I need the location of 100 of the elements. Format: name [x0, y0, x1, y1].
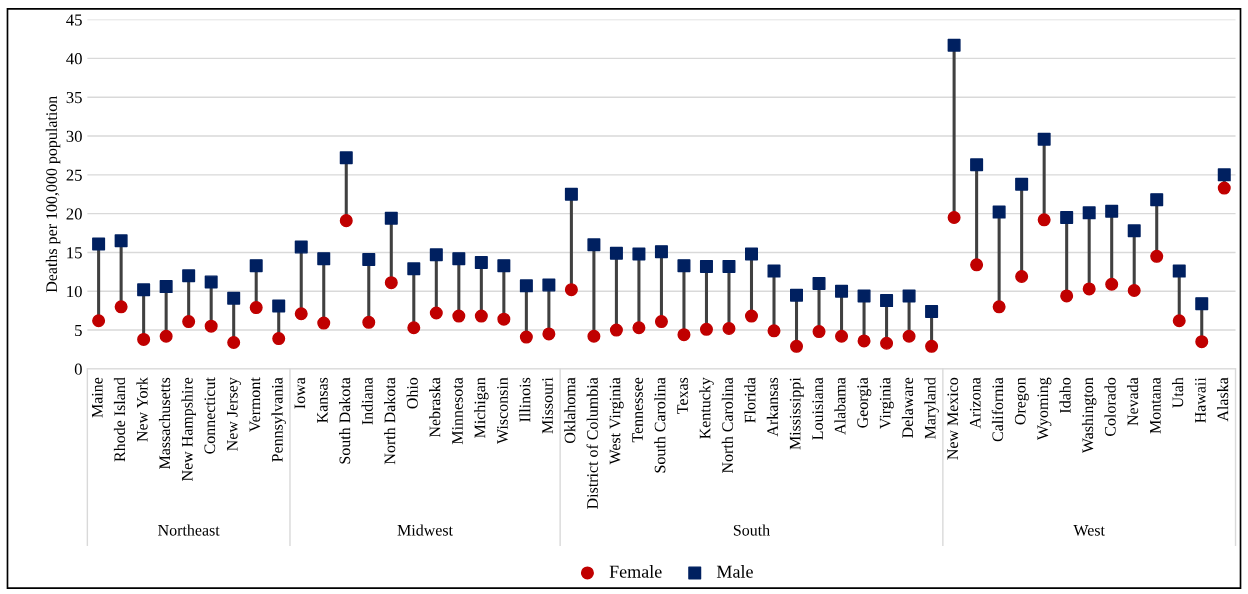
point: [384, 211, 398, 225]
x-tick-label: Massachusetts: [158, 377, 171, 470]
point: [744, 309, 758, 323]
y-tick-label: 45: [66, 14, 82, 26]
point: [587, 238, 601, 252]
point: [542, 327, 556, 341]
point: [835, 329, 849, 343]
point: [137, 283, 151, 297]
point: [159, 329, 173, 343]
x-tick-label: Delaware: [901, 377, 914, 438]
x-tick-label: Kentucky: [699, 377, 714, 439]
point: [744, 247, 758, 261]
x-tick-label: South Dakota: [339, 377, 351, 464]
x-tick-label: Rhode Island: [113, 377, 126, 462]
point: [182, 269, 196, 283]
point: [92, 237, 106, 251]
x-tick-label: New Jersey: [227, 377, 241, 451]
x-tick-label: Alabama: [834, 377, 846, 435]
point: [137, 332, 151, 346]
y-tick-label: 0: [74, 363, 82, 375]
point: [339, 151, 353, 165]
x-tick-label: Mississippi: [789, 377, 804, 450]
point: [1150, 193, 1164, 207]
x-tick-label: Hawaii: [1195, 377, 1206, 423]
point: [227, 291, 241, 305]
point: [947, 38, 961, 52]
point: [294, 307, 308, 321]
y-tick-label: 30: [66, 130, 82, 142]
point: [970, 258, 984, 272]
point: [1217, 181, 1231, 195]
point: [654, 245, 668, 259]
point: [1105, 277, 1119, 291]
point: [1105, 204, 1119, 218]
point: [632, 321, 646, 335]
point: [182, 315, 196, 329]
x-tick-label: West Virginia: [609, 377, 624, 465]
x-tick-label: Indiana: [361, 377, 373, 425]
point: [429, 248, 443, 262]
x-tick-label: Oklahoma: [564, 377, 576, 444]
point: [317, 316, 331, 330]
point: [542, 278, 556, 292]
x-tick-label: Missouri: [542, 377, 553, 434]
legend-label: Male: [716, 565, 753, 578]
x-tick-label: Utah: [1172, 377, 1184, 408]
point: [1060, 289, 1074, 303]
x-tick-label: Minnesota: [452, 377, 463, 445]
point: [474, 256, 488, 270]
x-tick-label: New Mexico: [947, 377, 959, 460]
point: [699, 259, 713, 273]
point: [1060, 211, 1074, 225]
x-tick-label: Nevada: [1126, 377, 1139, 426]
point: [1195, 335, 1209, 349]
point: [925, 339, 939, 353]
y-tick-label: 25: [66, 169, 82, 181]
x-tick-label: Wisconsin: [497, 377, 508, 444]
point: [1082, 206, 1096, 220]
x-tick-label: Tennessee: [632, 377, 643, 443]
point: [519, 330, 533, 344]
x-tick-label: Iowa: [294, 377, 306, 409]
point: [835, 284, 849, 298]
point: [925, 304, 939, 318]
point: [609, 246, 623, 260]
point: [1127, 224, 1141, 238]
text: Midwest: [397, 524, 453, 536]
point: [790, 288, 804, 302]
y-tick-label: 15: [67, 247, 82, 259]
point: [767, 324, 781, 338]
point: [1015, 177, 1029, 191]
point: [474, 309, 488, 323]
point: [880, 294, 894, 308]
point: [564, 187, 578, 201]
y-tick-label: 5: [75, 324, 82, 337]
point: [722, 259, 736, 273]
point: [1172, 264, 1186, 278]
x-tick-label: Florida: [744, 377, 756, 423]
point: [114, 300, 128, 314]
point: [880, 336, 894, 350]
point: [159, 280, 173, 294]
point: [812, 276, 826, 291]
point: [654, 315, 668, 329]
point: [452, 252, 466, 266]
point: [722, 322, 736, 336]
point: [407, 262, 421, 276]
y-tick-label: 35: [66, 91, 82, 104]
x-tick-label: Alaska: [1217, 377, 1229, 422]
x-tick-label: North Dakota: [384, 377, 396, 465]
y-tick-label: 40: [66, 53, 82, 65]
x-tick-label: Illinois: [519, 377, 531, 422]
x-tick-label: South Carolina: [654, 377, 666, 473]
x-tick-label: District of Columbia: [586, 377, 598, 509]
point: [947, 211, 961, 225]
point: [407, 321, 421, 335]
point: [902, 289, 916, 303]
point: [204, 319, 218, 333]
point: [857, 334, 871, 348]
x-tick-label: Oregon: [1014, 377, 1029, 425]
point: [812, 325, 826, 339]
point: [249, 301, 263, 315]
point: [677, 259, 691, 273]
x-tick-label: North Carolina: [721, 377, 733, 473]
